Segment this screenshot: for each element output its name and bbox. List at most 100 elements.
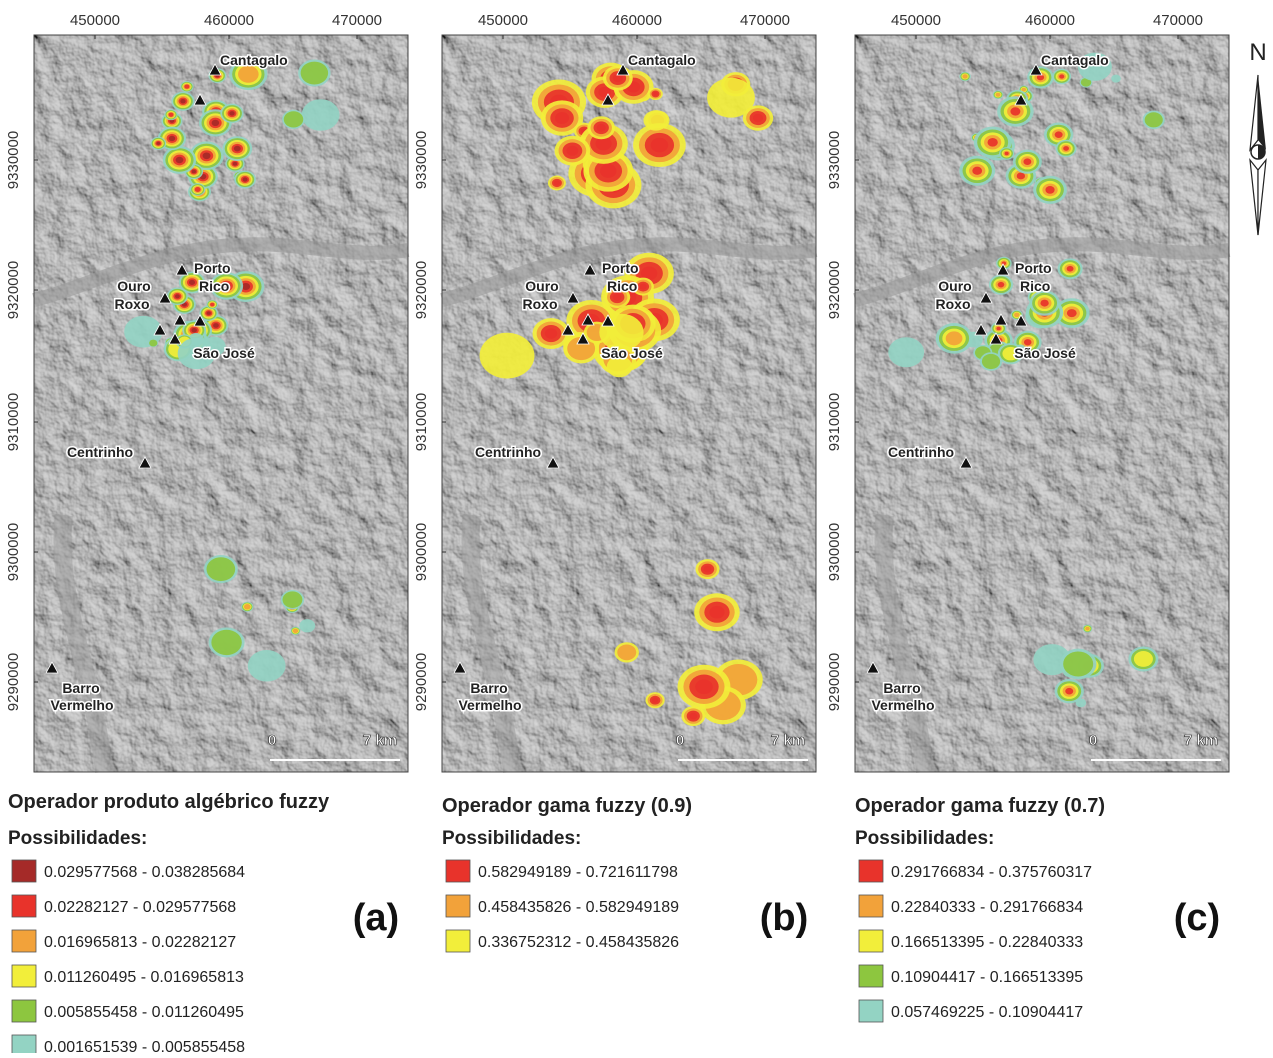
anomaly [213, 323, 219, 328]
anomaly [689, 713, 697, 720]
x-tick-label: 450000 [478, 12, 528, 29]
x-tick-label: 460000 [1025, 12, 1075, 29]
anomaly [996, 327, 1000, 331]
y-tick-label: 9330000 [5, 131, 22, 189]
place-label: Roxo [936, 296, 971, 312]
scale-label: 7 km [1184, 732, 1218, 749]
legend-title: Possibilidades: [8, 828, 147, 849]
legend-swatch [12, 895, 36, 917]
panel-label: (c) [1174, 897, 1220, 939]
place-label: Ouro [525, 278, 558, 294]
anomaly [651, 138, 669, 153]
anomaly [988, 138, 998, 147]
anomaly [229, 111, 234, 115]
anomaly [1010, 107, 1020, 115]
place-label: Cantagalo [628, 52, 696, 68]
y-tick-label: 9300000 [5, 523, 22, 581]
panel-title: Operador gama fuzzy (0.7) [855, 795, 1105, 817]
anomaly [613, 294, 622, 301]
anomaly [189, 280, 195, 285]
anomaly [996, 93, 1001, 97]
scale-label: 0 [1089, 732, 1097, 749]
legend-swatch [446, 860, 470, 882]
legend-item: 0.02282127 - 0.029577568 [44, 899, 236, 916]
anomaly [203, 152, 211, 159]
place-label: Barro [470, 680, 507, 696]
map-panel: 4500004600004700009330000932000093100009… [5, 12, 408, 772]
legend-swatch [859, 1000, 883, 1022]
place-label: Porto [194, 260, 231, 276]
anomaly [1111, 75, 1121, 83]
anomaly [545, 328, 557, 338]
anomaly [180, 99, 185, 103]
legend-swatch [859, 965, 883, 987]
place-label: Ouro [117, 278, 150, 294]
anomaly [1055, 131, 1063, 138]
scale-label: 0 [676, 732, 684, 749]
y-tick-label: 9310000 [826, 393, 843, 451]
place-label: Vermelho [50, 697, 113, 713]
anomaly [998, 282, 1005, 288]
anomaly [233, 162, 237, 166]
anomaly [210, 303, 214, 307]
anomaly [1005, 152, 1009, 155]
panel-label: (a) [353, 897, 399, 939]
anomaly [555, 112, 569, 124]
y-tick-label: 9290000 [413, 653, 430, 711]
anomaly [207, 311, 211, 315]
y-tick-label: 9320000 [826, 261, 843, 319]
anomaly [1023, 158, 1031, 165]
y-tick-label: 9290000 [5, 653, 22, 711]
legend-title: Possibilidades: [442, 828, 581, 849]
place-label: Rico [1020, 278, 1050, 294]
legend-swatch [12, 965, 36, 987]
legend-swatch [859, 895, 883, 917]
place-label: Rico [199, 278, 229, 294]
anomaly [192, 170, 196, 174]
legend-item: 0.336752312 - 0.458435826 [478, 934, 679, 951]
anomaly [283, 591, 303, 608]
scale-label: 7 km [363, 732, 397, 749]
place-label: São José [193, 345, 255, 361]
place-label: Centrinho [67, 444, 133, 460]
anomaly [652, 698, 658, 703]
anomaly [1017, 172, 1025, 179]
place-label: Cantagalo [1041, 52, 1109, 68]
legend-swatch [446, 895, 470, 917]
anomaly [207, 557, 236, 581]
anomaly [293, 629, 298, 633]
anomaly [554, 180, 560, 185]
legend-swatch [12, 860, 36, 882]
x-tick-label: 460000 [612, 12, 662, 29]
anomaly [284, 111, 303, 127]
anomaly [1014, 313, 1019, 318]
anomaly [191, 328, 197, 333]
anomaly [1022, 88, 1027, 92]
legend-swatch [859, 930, 883, 952]
x-tick-label: 460000 [204, 12, 254, 29]
legend-swatch [12, 930, 36, 952]
anomaly [753, 114, 763, 122]
y-tick-label: 9300000 [413, 523, 430, 581]
anomaly [238, 66, 259, 83]
anomaly [195, 187, 201, 192]
y-tick-label: 9320000 [413, 261, 430, 319]
figure: N 45000046000047000093300009320000931000… [0, 0, 1273, 1053]
anomaly [175, 294, 180, 298]
anomaly [1059, 74, 1064, 78]
anomaly [302, 99, 340, 131]
anomaly [1085, 627, 1089, 631]
anomaly [169, 136, 176, 141]
anomaly [888, 337, 924, 367]
y-tick-label: 9320000 [5, 261, 22, 319]
legend-item: 0.22840333 - 0.291766834 [891, 899, 1083, 916]
anomaly [212, 120, 220, 126]
anomaly [644, 110, 669, 130]
anomaly [149, 340, 157, 347]
place-label: Ouro [938, 278, 971, 294]
x-tick-label: 470000 [332, 12, 382, 29]
anomaly [248, 650, 286, 682]
anomaly [301, 62, 328, 85]
anomaly [709, 606, 724, 619]
place-label: Centrinho [888, 444, 954, 460]
